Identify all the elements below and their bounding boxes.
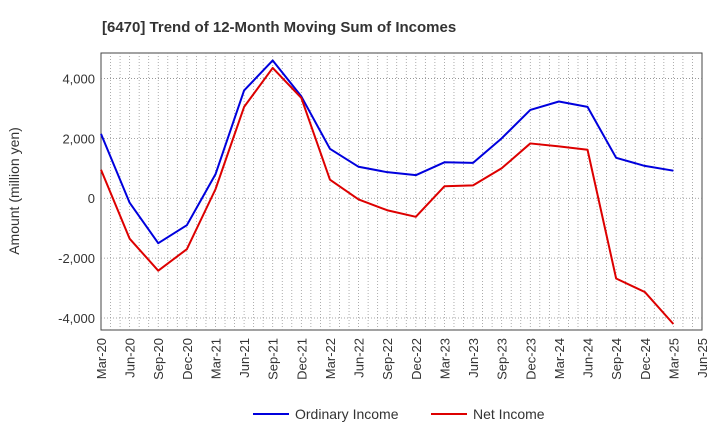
series-line-net-income (100, 66, 675, 325)
y-axis-label: Amount (million yen) (6, 127, 22, 255)
legend-label: Ordinary Income (295, 406, 399, 422)
x-tick-label: Sep-23 (495, 338, 510, 380)
x-tick-label: Jun-21 (237, 338, 252, 378)
x-tick-label: Jun-20 (123, 338, 138, 378)
vertical-gridlines (110, 53, 693, 330)
x-tick-label: Mar-23 (437, 338, 452, 379)
y-tick-label: 4,000 (62, 71, 95, 86)
x-tick-label: Jun-22 (352, 338, 367, 378)
x-tick-label: Jun-23 (466, 338, 481, 378)
x-tick-label: Sep-21 (266, 338, 281, 380)
x-tick-label: Sep-24 (609, 338, 624, 380)
y-tick-label: -2,000 (58, 251, 95, 266)
x-tick-label: Dec-20 (180, 338, 195, 380)
y-tick-label: 0 (88, 191, 95, 206)
horizontal-gridlines (101, 78, 702, 319)
x-tick-label: Mar-20 (94, 338, 109, 379)
x-tick-label: Mar-22 (323, 338, 338, 379)
plot-area (100, 52, 703, 331)
series-layer (100, 59, 675, 325)
plot-frame (100, 52, 703, 331)
legend-label: Net Income (473, 406, 545, 422)
chart-title: [6470] Trend of 12-Month Moving Sum of I… (102, 19, 456, 36)
legend: Ordinary Income Net Income (253, 406, 545, 422)
series-line-ordinary-income (100, 59, 674, 245)
y-axis-tick-labels: -4,000 -2,000 0 2,000 4,000 (58, 71, 95, 326)
x-tick-label: Dec-24 (638, 338, 653, 380)
x-tick-label: Dec-23 (523, 338, 538, 380)
x-tick-label: Sep-20 (151, 338, 166, 380)
x-tick-label: Dec-22 (409, 338, 424, 380)
x-tick-label: Mar-25 (666, 338, 681, 379)
x-tick-label: Mar-21 (208, 338, 223, 379)
x-tick-label: Jun-25 (695, 338, 710, 378)
y-tick-label: 2,000 (62, 131, 95, 146)
x-tick-label: Jun-24 (581, 338, 596, 378)
x-axis-tick-labels: Mar-20 Jun-20 Sep-20 Dec-20 Mar-21 Jun-21 Sep-… (94, 338, 710, 380)
y-tick-label: -4,000 (58, 311, 95, 326)
x-tick-label: Sep-22 (380, 338, 395, 380)
x-tick-label: Dec-21 (294, 338, 309, 380)
x-tick-label: Mar-24 (552, 338, 567, 379)
